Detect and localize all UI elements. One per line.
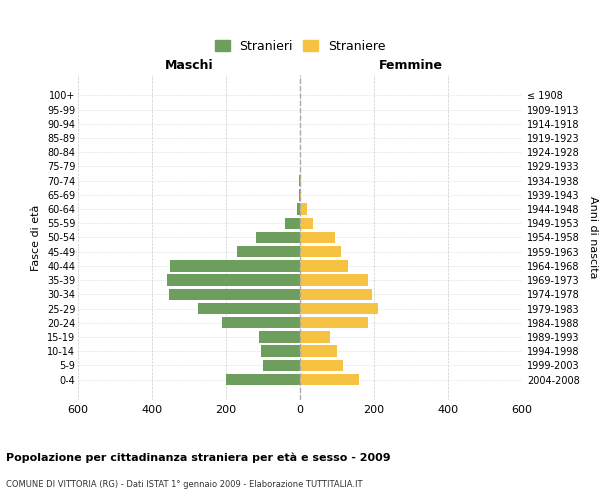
Text: Maschi: Maschi (164, 58, 214, 71)
Text: Femmine: Femmine (379, 58, 443, 71)
Y-axis label: Anni di nascita: Anni di nascita (588, 196, 598, 279)
Bar (300, 189, 301, 200)
Bar (299, 189, 300, 200)
Bar (297, 204, 300, 215)
Bar (226, 374, 300, 385)
Bar (300, 274, 368, 286)
Bar (300, 360, 343, 371)
Bar (261, 346, 300, 357)
Bar (300, 346, 337, 357)
Bar (300, 218, 313, 229)
Bar (259, 331, 300, 342)
Bar (300, 260, 348, 272)
Bar (256, 232, 300, 243)
Bar (300, 317, 368, 328)
Bar (237, 246, 300, 258)
Bar (300, 204, 307, 215)
Bar (300, 232, 335, 243)
Bar (198, 303, 300, 314)
Bar (300, 175, 301, 186)
Legend: Stranieri, Straniere: Stranieri, Straniere (211, 36, 389, 56)
Bar (285, 218, 300, 229)
Bar (169, 288, 300, 300)
Bar (170, 260, 300, 272)
Bar (300, 303, 378, 314)
Bar (300, 331, 329, 342)
Bar (300, 288, 372, 300)
Bar (167, 274, 300, 286)
Text: COMUNE DI VITTORIA (RG) - Dati ISTAT 1° gennaio 2009 - Elaborazione TUTTITALIA.I: COMUNE DI VITTORIA (RG) - Dati ISTAT 1° … (6, 480, 362, 489)
Bar (222, 317, 300, 328)
Bar (300, 246, 341, 258)
Bar (299, 175, 300, 186)
Y-axis label: Fasce di età: Fasce di età (31, 204, 41, 270)
Text: Popolazione per cittadinanza straniera per età e sesso - 2009: Popolazione per cittadinanza straniera p… (6, 452, 391, 463)
Bar (300, 374, 359, 385)
Bar (263, 360, 300, 371)
